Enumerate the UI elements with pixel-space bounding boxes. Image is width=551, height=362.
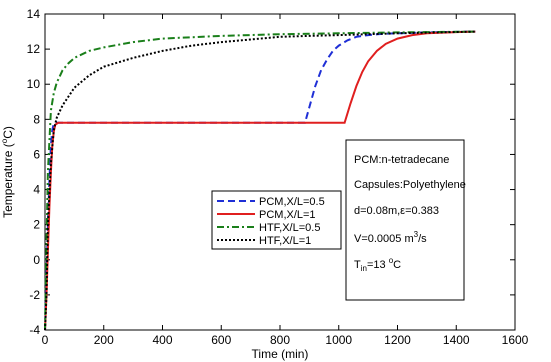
y-tick-label: 0 (33, 253, 40, 267)
y-tick-label: 6 (33, 147, 40, 161)
y-tick-label: -4 (29, 323, 40, 337)
y-axis-label: Temperature (oC) (0, 126, 15, 218)
x-tick-label: 1600 (502, 333, 529, 347)
annotation-inlet-t: T (354, 259, 361, 271)
annotation-flowrate-sup: 3 (414, 230, 419, 239)
y-tick-label: 14 (27, 7, 41, 21)
y-tick-label: 12 (27, 42, 41, 56)
y-tick-label: -2 (29, 288, 40, 302)
x-tick-label: 1200 (384, 333, 411, 347)
y-tick-label: 10 (27, 77, 41, 91)
legend-label-1: PCM,X/L=0.5 (259, 196, 325, 208)
series-line-3 (44, 30, 476, 331)
series-line-2 (44, 30, 476, 331)
annotation-box: PCM:n-tetradecane Capsules:Polyethylene … (345, 139, 466, 301)
x-tick-label: 800 (270, 333, 290, 347)
annotation-inlet-temp: Tin=13 oC (354, 256, 401, 273)
annotation-pcm: PCM:n-tetradecane (354, 154, 449, 166)
y-tick-label: 4 (33, 183, 40, 197)
annotation-diameter: d=0.08m, (354, 205, 400, 217)
annotation-capsules: Capsules:Polyethylene (354, 179, 466, 191)
annotation-inlet-sub: in (361, 264, 367, 273)
y-tick-label: 8 (33, 112, 40, 126)
x-tick-label: 1400 (443, 333, 470, 347)
y-tick-label: 2 (33, 218, 40, 232)
x-tick-label: 0 (42, 333, 49, 347)
y-axis-label-a: Temperature ( (1, 143, 15, 218)
x-tick-label: 200 (94, 333, 114, 347)
annotation-porosity: =0.383 (405, 205, 439, 217)
y-axis-label-b: C) (1, 126, 15, 139)
annotation-diameter-porosity: d=0.08m,ε=0.383 (354, 205, 439, 217)
annotation-flowrate-b: /s (418, 233, 427, 245)
annotation-flowrate: V=0.0005 m3/s (354, 230, 427, 245)
annotation-inlet-unit: C (393, 259, 401, 271)
x-tick-label: 400 (152, 333, 172, 347)
annotation-inlet-degree: o (389, 256, 394, 265)
annotation-inlet-value: =13 (367, 259, 389, 271)
legend-label-4: HTF,X/L=1 (259, 235, 311, 247)
series-line-4 (44, 30, 476, 331)
x-axis-label: Time (min) (252, 347, 309, 361)
x-tick-label: 600 (211, 333, 231, 347)
annotation-epsilon: ε (400, 205, 405, 217)
axis-ticks: 0 200 400 600 800 1000 1200 1400 1600 -4 -2 0 2 4 6 8 10… (27, 7, 529, 347)
legend-label-3: HTF,X/L=0.5 (259, 222, 320, 234)
x-tick-label: 1000 (325, 333, 352, 347)
y-axis-label-degree: o (0, 138, 9, 143)
annotation-border (345, 139, 465, 301)
legend-label-2: PCM,X/L=1 (259, 209, 316, 221)
series-lines (44, 30, 476, 331)
annotation-flowrate-a: V=0.0005 m (354, 233, 414, 245)
